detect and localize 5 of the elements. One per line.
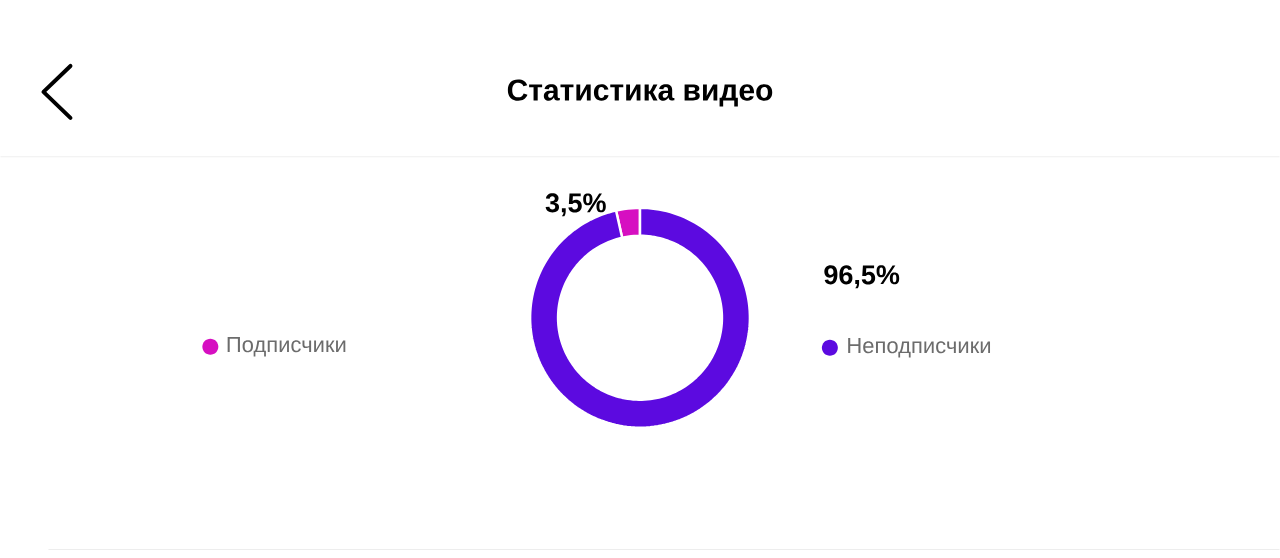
data-label: 3,5%: [545, 193, 606, 217]
chart-title: Статистика видео: [507, 79, 773, 107]
data-label: 96,5%: [824, 265, 900, 289]
legend-label: Подписчики: [227, 337, 346, 357]
legend-label: Неподписчики: [848, 338, 991, 358]
